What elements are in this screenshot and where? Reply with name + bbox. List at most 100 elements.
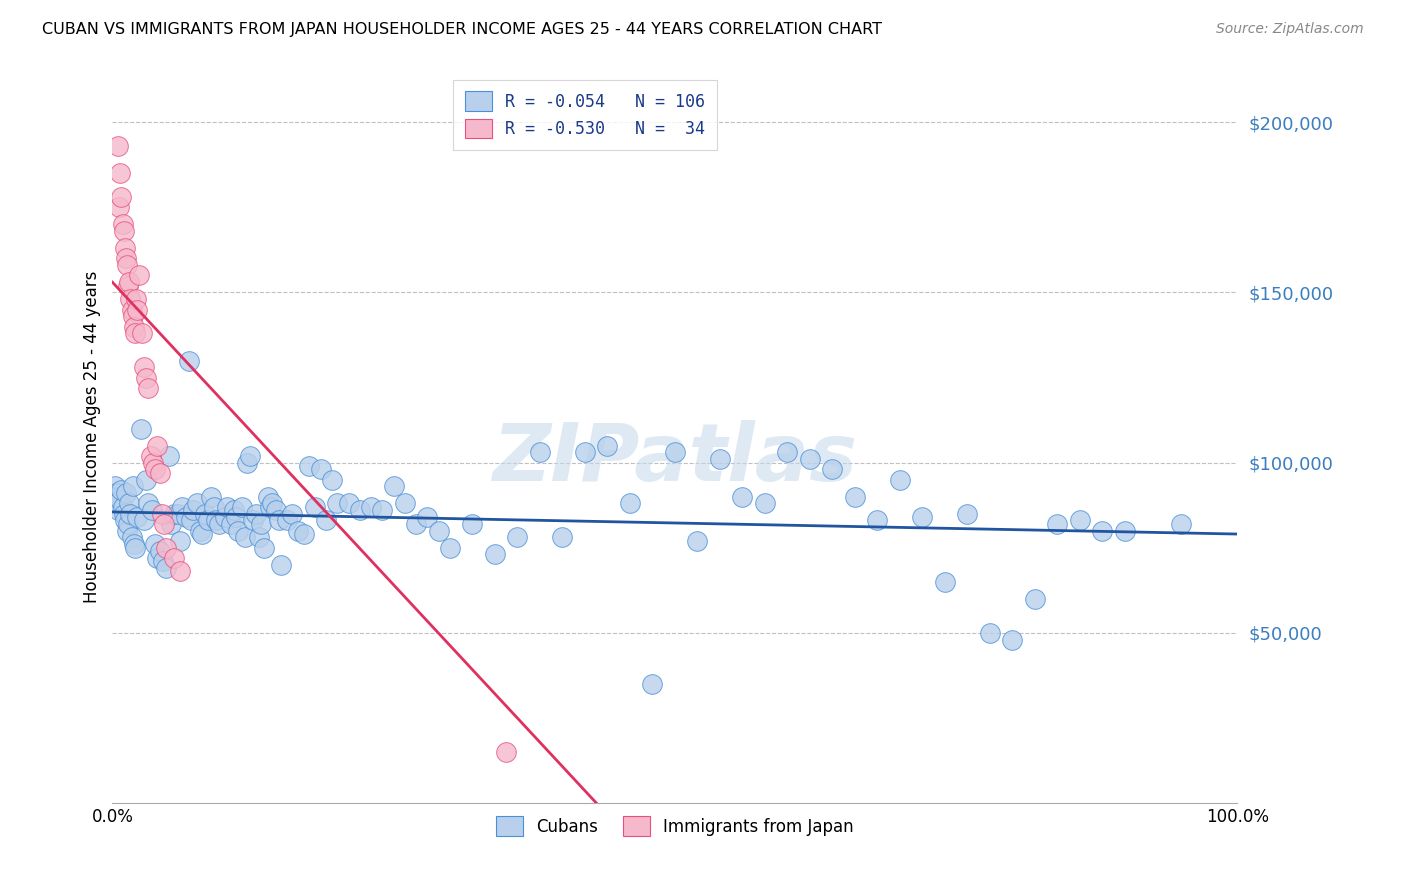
Point	[228, 524, 250, 538]
Point	[245, 507, 267, 521]
Point	[292, 527, 315, 541]
Point	[202, 500, 225, 514]
Point	[149, 544, 172, 558]
Text: ZIPatlas: ZIPatlas	[492, 420, 858, 498]
Point	[108, 490, 131, 504]
Point	[506, 531, 529, 545]
Point	[169, 533, 191, 548]
Point	[574, 445, 596, 459]
Point	[174, 510, 197, 524]
Point	[127, 302, 149, 317]
Point	[152, 554, 174, 568]
Point	[153, 516, 176, 531]
Point	[117, 278, 139, 293]
Point	[138, 381, 160, 395]
Point	[911, 510, 934, 524]
Point	[326, 496, 349, 510]
Point	[114, 241, 136, 255]
Point	[163, 550, 186, 565]
Point	[495, 745, 517, 759]
Text: Source: ZipAtlas.com: Source: ZipAtlas.com	[1216, 22, 1364, 37]
Point	[934, 574, 956, 589]
Point	[529, 445, 551, 459]
Point	[118, 496, 141, 510]
Point	[217, 500, 239, 514]
Point	[117, 516, 139, 531]
Y-axis label: Householder Income Ages 25 - 44 years: Householder Income Ages 25 - 44 years	[83, 271, 101, 603]
Point	[889, 473, 911, 487]
Point	[122, 319, 145, 334]
Point	[776, 445, 799, 459]
Point	[169, 565, 191, 579]
Point	[225, 510, 247, 524]
Point	[194, 507, 217, 521]
Point	[253, 541, 276, 555]
Point	[1069, 513, 1091, 527]
Point	[177, 353, 200, 368]
Point	[120, 507, 142, 521]
Point	[1114, 524, 1136, 538]
Point	[799, 452, 821, 467]
Point	[122, 537, 145, 551]
Point	[155, 541, 177, 555]
Point	[439, 541, 461, 555]
Point	[236, 456, 259, 470]
Point	[250, 516, 273, 531]
Point	[120, 293, 142, 307]
Point	[205, 513, 228, 527]
Point	[121, 310, 143, 324]
Point	[596, 439, 619, 453]
Point	[121, 531, 143, 545]
Point	[107, 139, 129, 153]
Point	[124, 326, 146, 341]
Point	[641, 677, 664, 691]
Point	[135, 370, 157, 384]
Point	[129, 421, 152, 435]
Point	[110, 483, 132, 497]
Point	[360, 500, 382, 514]
Point	[115, 252, 138, 266]
Point	[956, 507, 979, 521]
Point	[180, 513, 202, 527]
Legend: Cubans, Immigrants from Japan: Cubans, Immigrants from Japan	[486, 806, 863, 846]
Point	[259, 500, 281, 514]
Point	[108, 201, 131, 215]
Point	[484, 548, 506, 562]
Point	[163, 507, 186, 521]
Point	[208, 516, 231, 531]
Point	[104, 479, 127, 493]
Point	[382, 479, 405, 493]
Point	[143, 462, 166, 476]
Point	[219, 516, 242, 531]
Point	[191, 527, 214, 541]
Point	[247, 531, 270, 545]
Point	[135, 473, 157, 487]
Point	[270, 558, 292, 572]
Point	[1046, 516, 1069, 531]
Point	[150, 507, 173, 521]
Point	[121, 479, 143, 493]
Point	[157, 449, 180, 463]
Point	[214, 510, 236, 524]
Point	[104, 486, 127, 500]
Point	[222, 503, 245, 517]
Point	[262, 496, 284, 510]
Point	[309, 462, 332, 476]
Point	[405, 516, 427, 531]
Point	[139, 449, 162, 463]
Point	[110, 166, 132, 180]
Point	[709, 452, 731, 467]
Point	[107, 503, 129, 517]
Point	[281, 507, 304, 521]
Point	[112, 507, 135, 521]
Point	[105, 496, 128, 510]
Point	[186, 496, 208, 510]
Point	[754, 496, 776, 510]
Point	[172, 500, 194, 514]
Point	[304, 500, 326, 514]
Point	[461, 516, 484, 531]
Point	[315, 513, 337, 527]
Point	[233, 531, 256, 545]
Point	[256, 490, 278, 504]
Point	[731, 490, 754, 504]
